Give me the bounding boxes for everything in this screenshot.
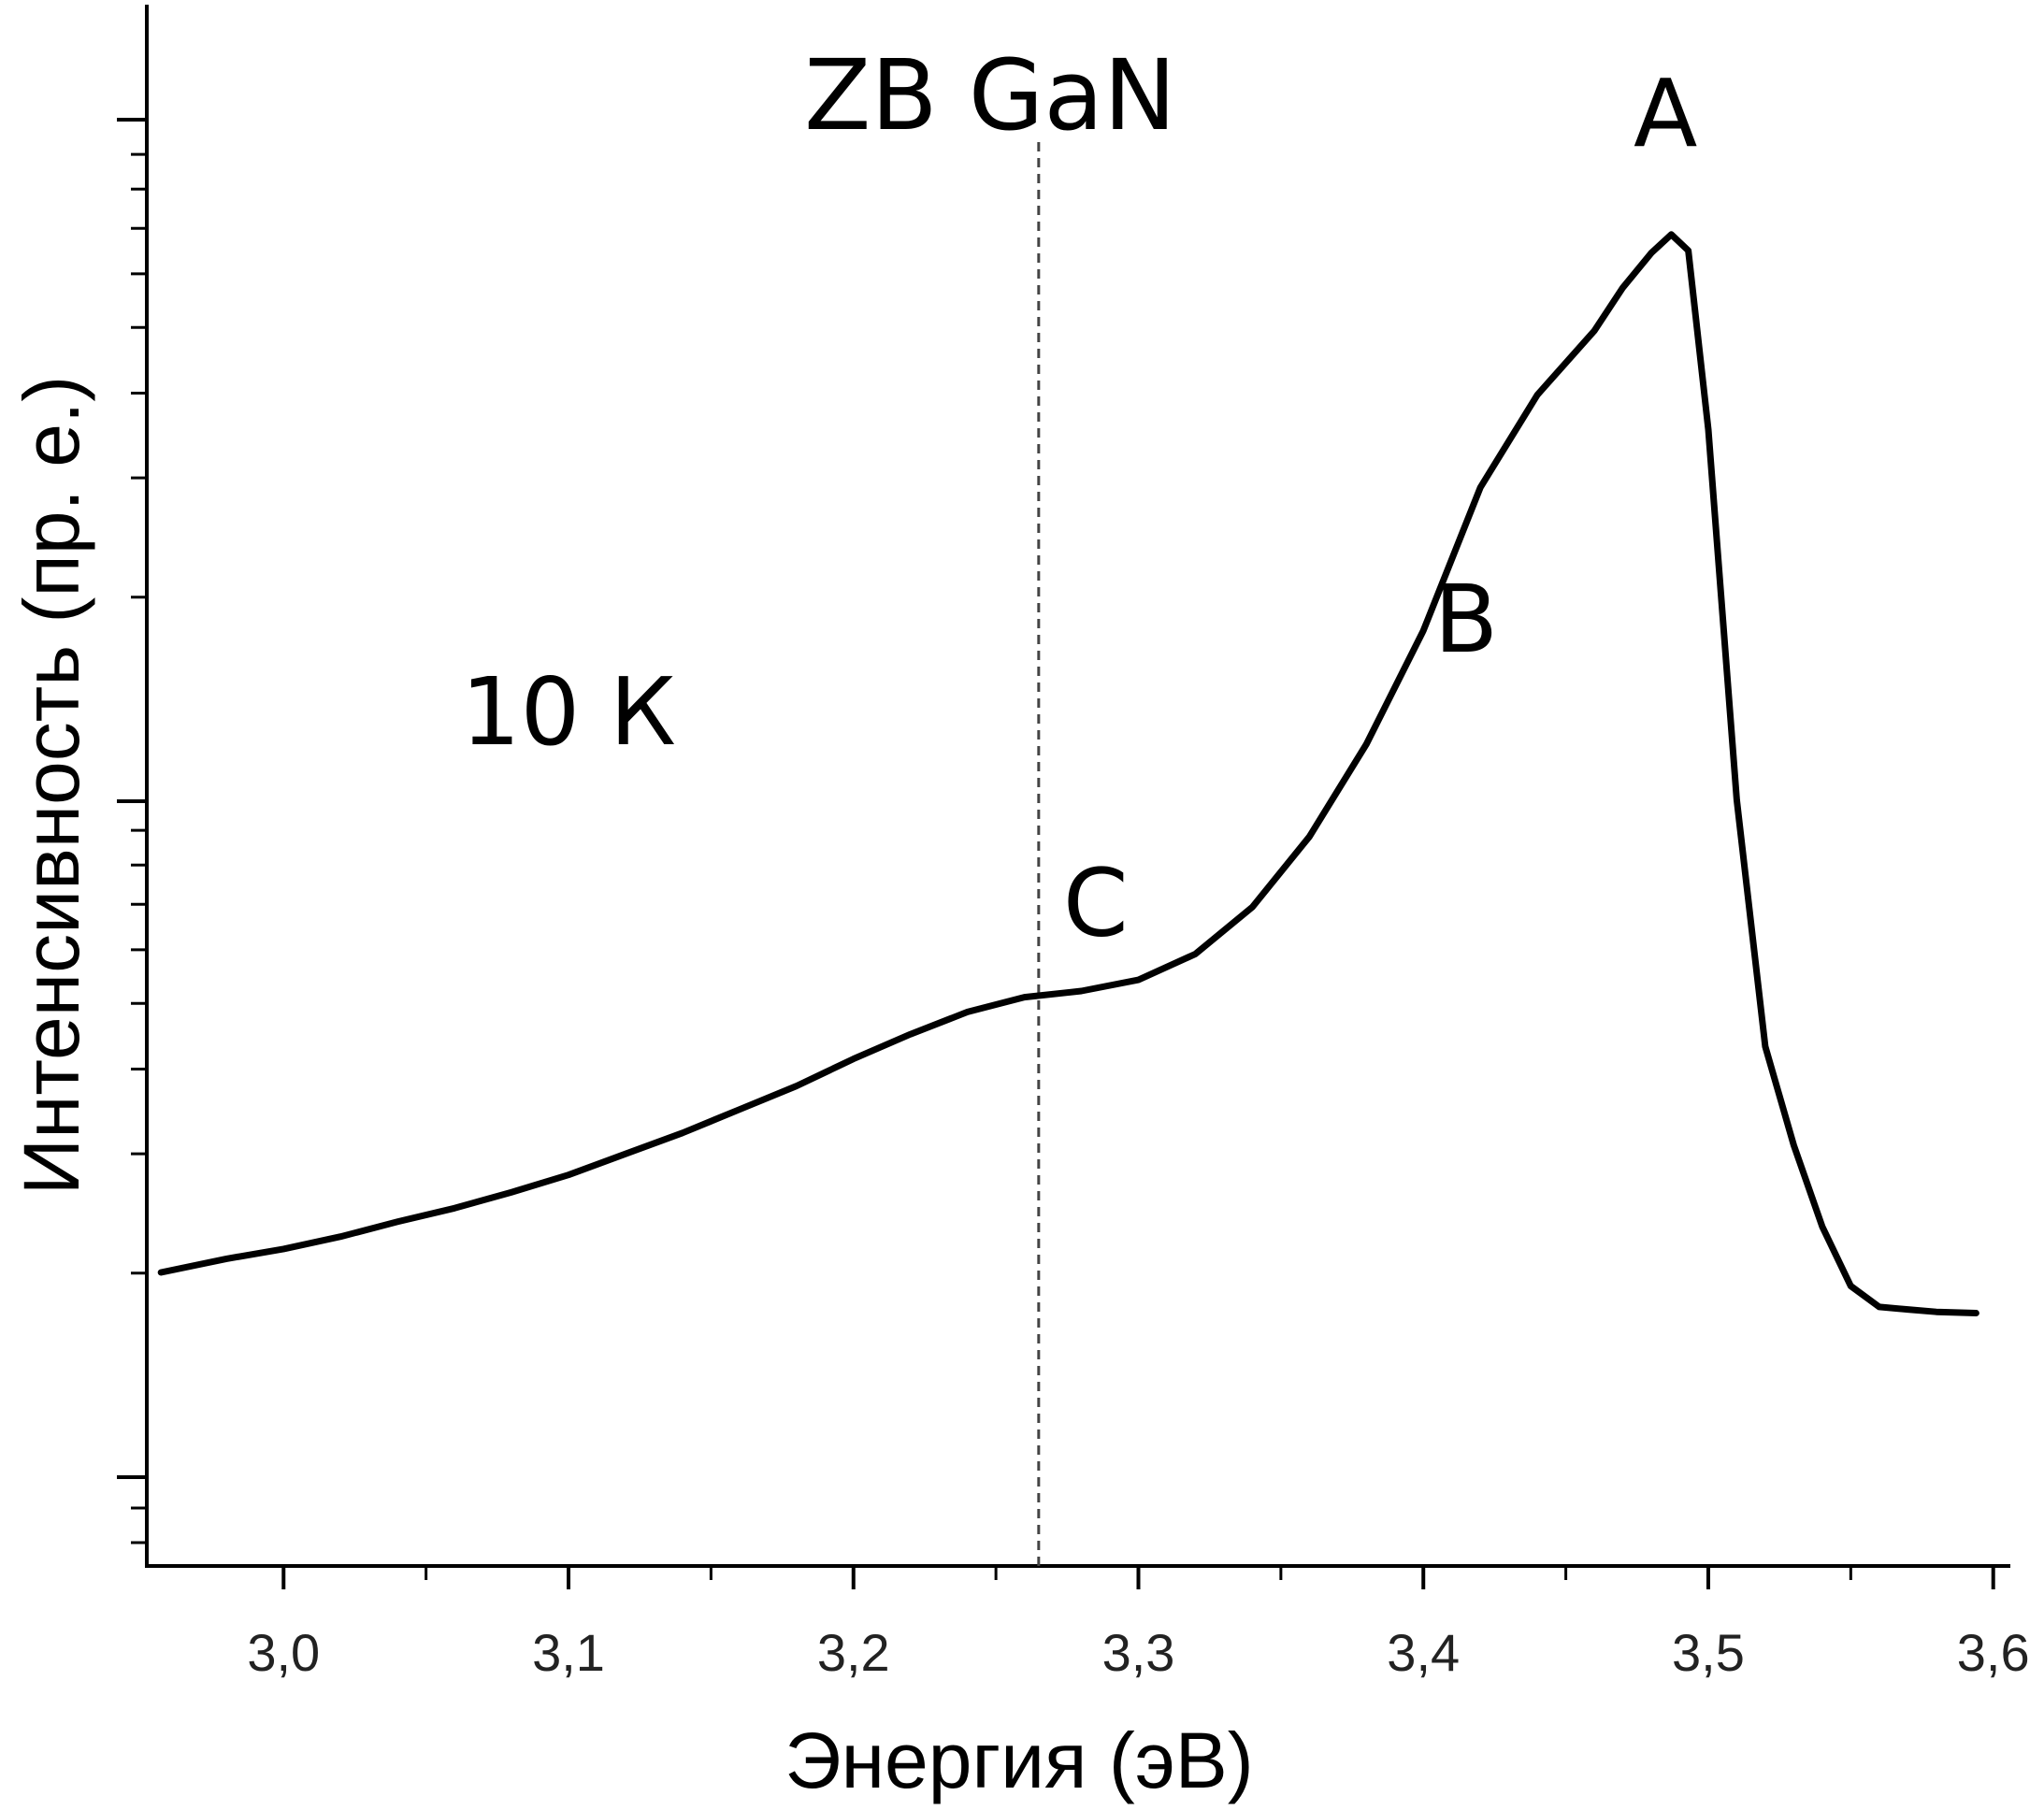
x-tick-label: 3,0 bbox=[247, 1623, 320, 1682]
x-axis-title: Энергия (эВ) bbox=[784, 1717, 1253, 1804]
y-axis-title: Интенсивность (пр. е.) bbox=[7, 376, 95, 1196]
reference-line-label: ZB GaN bbox=[804, 38, 1176, 152]
peak-label-b: B bbox=[1434, 565, 1499, 674]
x-ticks bbox=[281, 1566, 1995, 1589]
x-tick-label: 3,2 bbox=[817, 1623, 890, 1682]
x-tick-labels: 3,0 3,1 3,2 3,3 3,4 3,5 3,6 bbox=[247, 1623, 2029, 1682]
peak-label-a: A bbox=[1634, 59, 1697, 168]
x-tick-label: 3,5 bbox=[1672, 1623, 1745, 1682]
temperature-label: 10 К bbox=[461, 657, 676, 767]
x-tick-label: 3,1 bbox=[532, 1623, 605, 1682]
y-ticks bbox=[117, 118, 147, 1544]
series-line bbox=[157, 231, 1979, 1316]
peak-label-c: C bbox=[1063, 849, 1129, 958]
x-tick-label: 3,4 bbox=[1387, 1623, 1460, 1682]
x-tick-label: 3,3 bbox=[1102, 1623, 1175, 1682]
x-tick-label: 3,6 bbox=[1957, 1623, 2030, 1682]
